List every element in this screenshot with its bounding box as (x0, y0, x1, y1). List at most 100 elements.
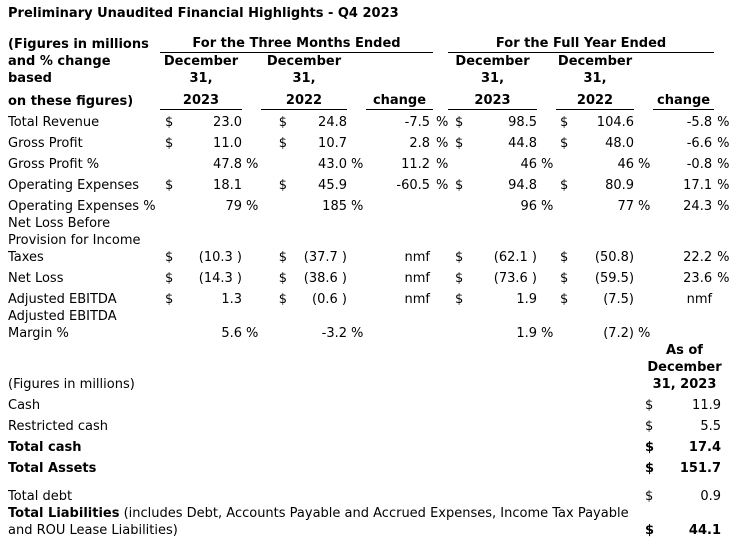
fy-change-unit: % (717, 271, 730, 286)
table-row: Gross Profit % 47.8% 43.0% 11.2% 46% 46% -0.8% (8, 152, 729, 173)
tm-2023-unit: % (246, 326, 259, 341)
tm-2023-dollar: $ (165, 115, 174, 130)
table-row: Total Liabilities (includes Debt, Accoun… (8, 505, 729, 539)
fy-2022-dollar: $ (560, 250, 569, 265)
tm-change-unit: % (436, 178, 449, 193)
fy-2023-unit: % (541, 199, 554, 214)
year-header-row: on these figures) 2023 2022 change 2023 … (8, 87, 729, 110)
tm-2023-unit: % (246, 199, 259, 214)
tm-2022-unit: % (351, 157, 364, 172)
tm-2023-dollar: $ (165, 178, 174, 193)
tm-2023-unit (242, 173, 261, 194)
row-label: Gross Profit (8, 136, 83, 151)
spacer-row (8, 477, 729, 484)
fy-2023-value: 94.8 (508, 178, 538, 193)
tm-2022-dollar: $ (278, 178, 287, 193)
spacer-cell (8, 477, 729, 484)
dollar-sign: $ (645, 440, 655, 455)
fy-2023-unit (537, 173, 556, 194)
row-label: Total Assets (8, 461, 97, 476)
amount-value: 0.9 (700, 489, 721, 504)
amount-value: 11.9 (692, 398, 721, 413)
spacer-cell (433, 34, 448, 53)
row-label: Operating Expenses (8, 178, 140, 193)
group-header-row: (Figures in millions For the Three Month… (8, 34, 729, 53)
tm-2023-value: 11.0 (213, 136, 242, 151)
fy-2023-value: (73.6 ) (493, 271, 538, 286)
amount-value: 44.1 (688, 523, 721, 538)
tm-change-unit (433, 287, 448, 308)
tm-2022-value: (38.6 ) (303, 271, 347, 286)
fy-2022-value: 77 (617, 199, 635, 214)
full-year-group-header: For the Full Year Ended (448, 34, 715, 53)
amount-value: 151.7 (679, 461, 721, 476)
spacer-cell (537, 53, 556, 88)
tm-change-value: nmf (404, 250, 431, 265)
fy-change-value: 24.3 (683, 199, 713, 214)
tm-change-value: -60.5 (396, 178, 431, 193)
fy-2022-unit (634, 287, 653, 308)
figures-note-bottom: (Figures in millions) (8, 377, 135, 392)
tm-2022-dollar (261, 152, 287, 173)
fy-2023-dollar: $ (455, 271, 464, 286)
dollar-sign: $ (645, 461, 655, 476)
tm-2022-unit: % (351, 326, 364, 341)
spacer-cell (433, 87, 448, 110)
spacer-cell (433, 53, 448, 88)
dollar-sign: $ (645, 419, 654, 434)
fy-2023-date-header: December 31, (455, 54, 530, 86)
amount-value: 17.4 (688, 440, 721, 455)
fy-change-unit: % (717, 178, 730, 193)
fy-2022-dollar (556, 194, 572, 215)
row-label: Net Loss Before Provision for Income Taxes (8, 216, 141, 265)
tm-2022-unit (347, 266, 366, 287)
fy-2022-dollar (556, 152, 572, 173)
fy-change-value (653, 308, 714, 342)
tm-2022-unit (347, 173, 366, 194)
fy-2022-date-header: December 31, (557, 54, 633, 86)
spacer-cell (366, 53, 433, 88)
fy-2022-value: (7.2) (603, 326, 635, 341)
fy-2023-value: (62.1 ) (493, 250, 538, 265)
tm-2022-dollar (261, 194, 287, 215)
fy-2023-dollar (448, 308, 470, 342)
tm-2023-value: 1.3 (221, 292, 242, 307)
table-row: Net Loss Before Provision for Income Taxes… (8, 215, 729, 266)
spacer-cell (347, 53, 366, 88)
fy-2022-dollar: $ (560, 292, 569, 307)
tm-2023-unit (242, 215, 261, 266)
table-row: Total cash $17.4 (8, 435, 729, 456)
table-row: Adjusted EBITDA Margin % 5.6% -3.2% 1.9% (7.2… (8, 308, 729, 342)
table-row: Operating Expenses % 79% 185% 96% 77% 24.3% (8, 194, 729, 215)
table-row: Total Assets $151.7 (8, 456, 729, 477)
tm-2023-date-header: December 31, (163, 54, 239, 86)
tm-change-unit: % (436, 136, 449, 151)
fy-2023-dollar: $ (455, 136, 464, 151)
three-months-group-header: For the Three Months Ended (160, 34, 434, 53)
dollar-sign: $ (645, 398, 654, 413)
tm-2022-value: 10.7 (318, 136, 347, 151)
amount-value: 5.5 (700, 419, 721, 434)
tm-change-value: nmf (404, 292, 431, 307)
fy-2022-unit (634, 110, 653, 132)
row-label: Cash (8, 398, 41, 413)
fy-change-unit: % (717, 157, 730, 172)
fy-2022-value: (7.5) (603, 292, 635, 307)
fy-2022-unit (634, 266, 653, 287)
fy-2023-unit (537, 131, 556, 152)
tm-2023-value: 79 (225, 199, 242, 214)
balance-sheet-table: (Figures in millions) As of December 31, 2… (8, 342, 729, 539)
fy-change-value: -5.8 (686, 115, 713, 130)
spacer-cell (242, 87, 261, 110)
tm-2023-unit (242, 266, 261, 287)
tm-2022-dollar (261, 308, 287, 342)
date-header-row: and % change based December 31, December 31… (8, 53, 729, 88)
fy-change-value: -0.8 (686, 157, 713, 172)
tm-2023-value: 18.1 (213, 178, 242, 193)
row-label: Restricted cash (8, 419, 109, 434)
spacer-cell (634, 87, 653, 110)
tm-2023-value: 47.8 (213, 157, 242, 172)
fy-change-unit (714, 308, 729, 342)
table-row: Adjusted EBITDA $1.3 $ (0.6 ) nmf $1.9 $ (7.5) n… (8, 287, 729, 308)
